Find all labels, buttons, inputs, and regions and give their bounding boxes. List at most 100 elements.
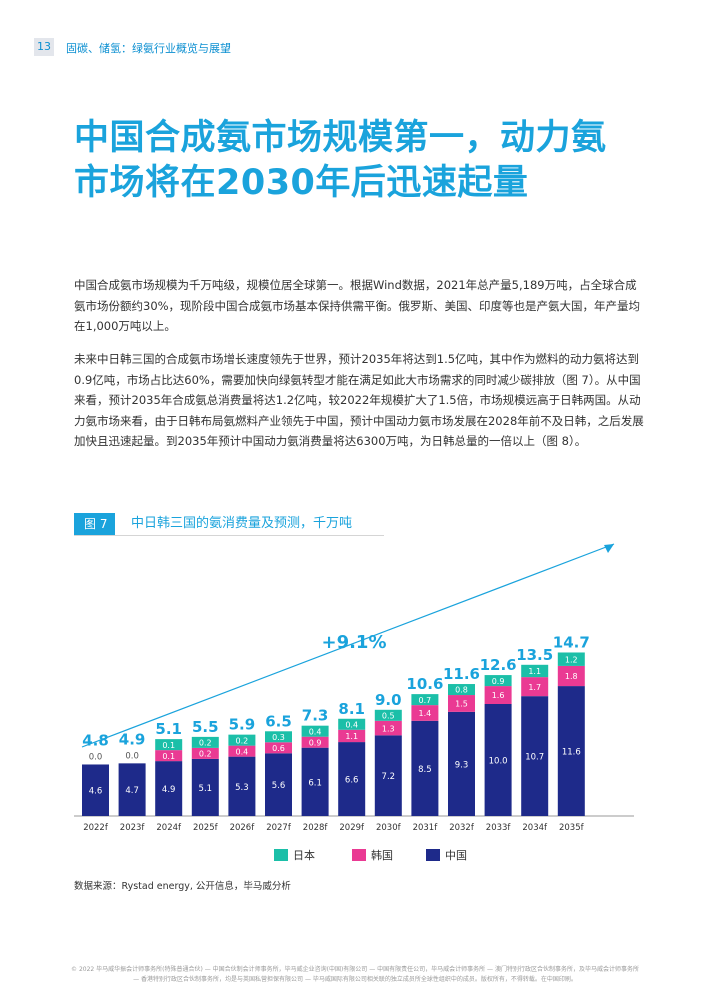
bar-segment-korea [228,745,256,757]
bar-segment-japan [155,739,183,751]
bar-segment-china [374,735,402,816]
bar-segment-japan [484,675,512,687]
total-label: 6.5 [265,712,292,730]
total-label: 4.8 [82,731,109,749]
bar-segment-japan [191,736,219,748]
bar-segment-japan [557,652,585,666]
stacked-bar-chart: +9.1% 4.6 0.0 4.8 2022f 4.7 0.0 4.9 2023f 4.9 0.1 0… [74,543,634,862]
data-label-japan: 0.4 [345,720,358,729]
data-label-korea-zero: 0.0 [125,751,139,761]
bar-segment-korea [265,742,292,754]
bar-segment-china [301,747,329,816]
bar-segment-china [411,720,439,816]
bar-segment-korea [411,705,439,721]
data-label-korea: 0.4 [236,747,249,756]
data-label-china: 8.5 [418,765,432,775]
bar-segment-japan [374,709,402,721]
data-label-korea-zero: 0.0 [89,752,103,762]
total-label: 10.6 [406,675,443,693]
bar-segment-japan [265,731,292,743]
legend-swatch-korea [352,849,366,861]
data-label-japan: 1.1 [528,667,541,676]
x-tick-label: 2029f [339,823,365,833]
data-label-china: 6.1 [308,778,322,788]
data-label-japan: 1.2 [565,655,578,664]
bar-segment-korea [301,736,329,748]
data-label-japan: 0.5 [382,712,395,721]
data-label-china: 11.6 [562,748,581,758]
data-label-china: 6.6 [345,776,359,786]
data-label-china: 5.6 [272,781,286,791]
x-tick-label: 2032f [449,823,475,833]
bar-segment-japan [301,725,329,737]
bar-segment-korea [374,720,402,736]
total-label: 13.5 [516,646,553,664]
data-label-korea: 1.6 [492,691,505,700]
x-tick-label: 2033f [486,823,512,833]
data-label-korea: 0.1 [162,752,175,761]
data-label-japan: 0.9 [492,677,505,686]
data-label-korea: 0.9 [309,738,322,747]
x-tick-label: 2025f [193,823,219,833]
x-tick-label: 2024f [156,823,182,833]
body-paragraph-1: 中国合成氨市场规模为千万吨级，规模位居全球第一。根据Wind数据，2021年总产… [74,278,641,333]
bar-segment-china [82,764,109,816]
total-label: 9.0 [375,691,402,709]
cagr-label: +9.1% [321,632,386,653]
x-tick-label: 2030f [376,823,402,833]
bar-segment-china [484,704,512,816]
bar-segment-korea [484,686,512,704]
legend-swatch-china [426,849,440,861]
legend-label-china: 中国 [445,849,467,862]
data-label-japan: 0.2 [236,736,249,745]
data-label-korea: 1.7 [528,683,541,692]
x-tick-label: 2028f [303,823,329,833]
bar-segment-japan [411,694,439,706]
data-label-china: 4.7 [125,786,139,796]
data-label-china: 10.7 [525,753,544,763]
bar-segment-china [228,756,256,816]
x-tick-label: 2035f [559,823,585,833]
bar-segment-japan [448,684,475,696]
data-label-japan: 0.3 [272,733,285,742]
page-number: 13 [34,38,54,56]
data-label-china: 5.3 [235,783,249,793]
data-label-china: 7.2 [382,772,396,782]
bar-segment-china [448,711,475,816]
total-label: 11.6 [443,665,480,683]
bar-segment-japan [228,734,256,746]
bar-segment-korea [521,677,549,697]
total-label: 7.3 [302,707,329,725]
figure-label: 图 7 [74,513,116,535]
bar-segment-korea [557,665,585,687]
data-label-japan: 0.4 [309,727,322,736]
total-label: 5.5 [192,718,219,736]
bar-segment-korea [338,729,366,743]
data-label-china: 9.3 [455,760,469,770]
copyright-footer: © 2022 毕马威华振会计师事务所(特殊普通合伙) — 中国合伙制会计师事务所… [71,966,639,983]
bar-segment-japan [338,718,366,730]
total-label: 14.7 [553,633,590,651]
data-label-korea: 1.4 [419,709,432,718]
x-tick-label: 2023f [120,823,146,833]
total-label: 4.9 [119,730,146,748]
bar-segment-korea [191,747,219,759]
bar-segment-japan [521,664,549,678]
bar-segment-korea [448,695,475,712]
bar-segment-china [265,753,292,816]
total-label: 5.1 [155,720,182,738]
bar-segment-china [557,686,585,816]
growth-trend-arrow-head [604,544,614,553]
x-tick-label: 2026f [230,823,256,833]
data-source-note: 数据来源：Rystad energy, 公开信息，毕马威分析 [74,881,291,892]
data-label-japan: 0.8 [455,686,468,695]
bar-segment-korea [155,750,183,762]
data-label-korea: 1.5 [455,700,468,709]
data-label-korea: 1.3 [382,724,395,733]
data-label-korea: 0.2 [199,750,212,759]
data-label-korea: 1.8 [565,672,578,681]
data-label-china: 10.0 [489,757,508,767]
total-label: 5.9 [229,716,256,734]
bar-segment-china [191,758,219,816]
growth-trend-arrow-line [81,543,615,748]
